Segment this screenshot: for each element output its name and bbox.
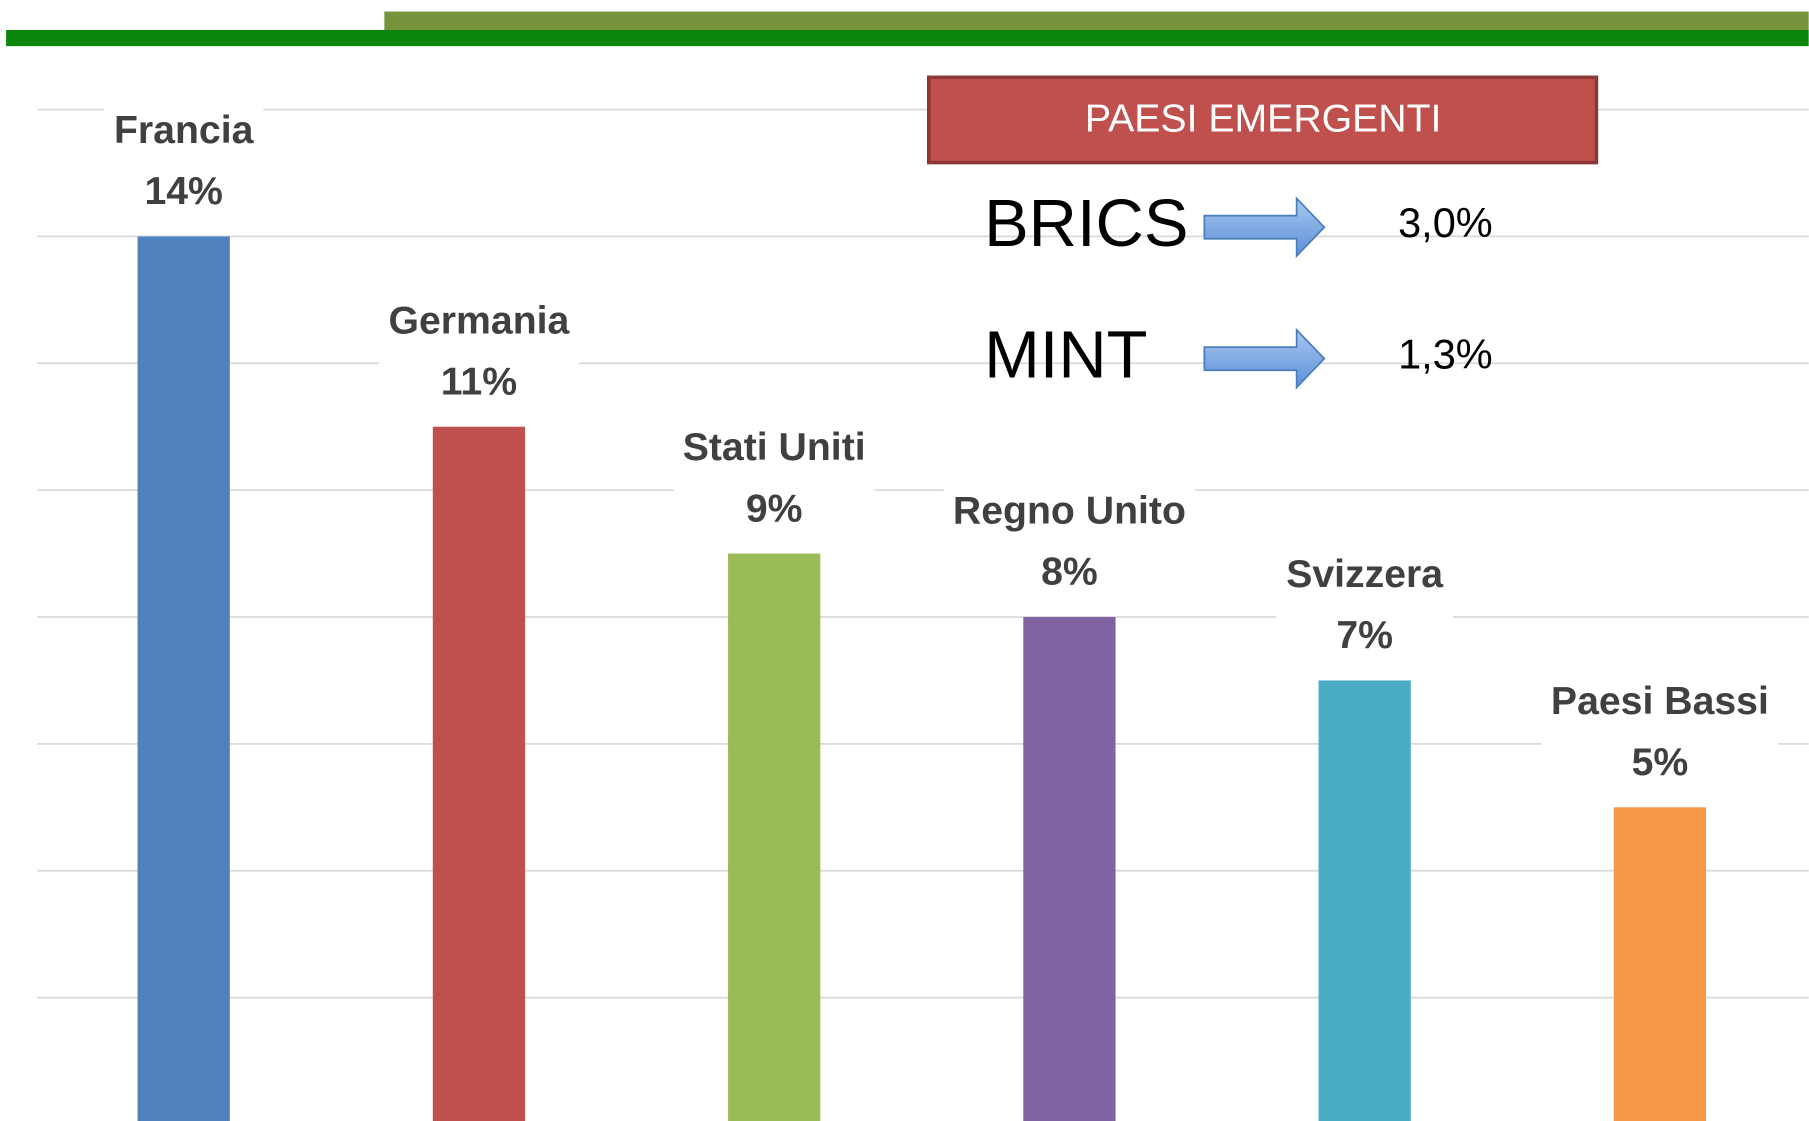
arrow (1203, 327, 1326, 390)
row-name: BRICS (984, 186, 1188, 261)
category-label: Paesi Bassi (1551, 680, 1769, 723)
bar (728, 553, 821, 1121)
value-label: 14% (144, 170, 222, 213)
value-label: 9% (746, 487, 803, 530)
value-label: 5% (1632, 741, 1689, 784)
row-name: MINT (984, 317, 1147, 392)
label-background (673, 420, 875, 543)
value-label: 8% (1041, 551, 1098, 594)
category-label: Francia (114, 109, 255, 152)
row-value: 1,3% (1398, 330, 1493, 377)
arrow (1203, 196, 1326, 259)
category-label: Regno Unito (953, 490, 1186, 533)
header-line (6, 29, 1809, 47)
row-value: 3,0% (1398, 199, 1493, 246)
label-background (1541, 674, 1779, 796)
value-label: 11% (441, 360, 517, 403)
category-label: Svizzera (1286, 553, 1444, 596)
bar (1318, 680, 1411, 1121)
label-background (104, 103, 264, 225)
category-label: Germania (389, 299, 571, 342)
bar (432, 426, 526, 1121)
panel-title: PAESI EMERGENTI (1085, 97, 1442, 140)
bar (137, 236, 230, 1121)
panel: PAESI EMERGENTI BRICS 3,0% MINT 1,3% (926, 75, 1599, 392)
value-label: 7% (1336, 614, 1393, 657)
bar (1613, 807, 1707, 1121)
label-background (1276, 547, 1453, 669)
label-background (943, 484, 1196, 606)
label-background (378, 294, 580, 416)
panel-header (926, 75, 1599, 165)
bar (1023, 617, 1116, 1121)
category-label: Stati Uniti (683, 426, 866, 469)
header-band (384, 11, 1809, 30)
